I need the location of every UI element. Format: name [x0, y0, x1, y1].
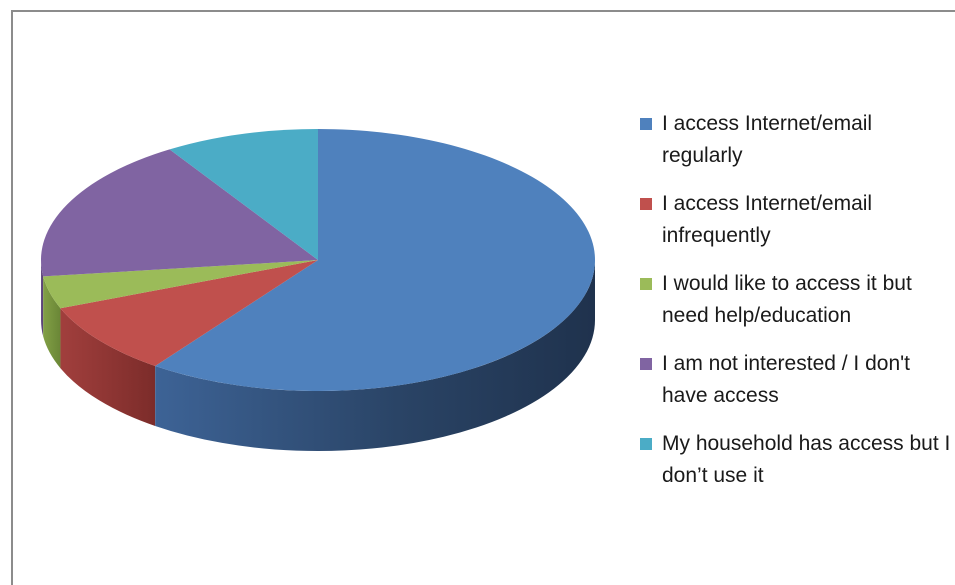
legend-label: I access Internet/email infrequently [662, 192, 873, 247]
legend-label: I access Internet/email regularly [662, 112, 873, 167]
legend-item: I access Internet/email infrequently [640, 188, 950, 268]
legend-item: I would like to access it but need help/… [640, 268, 950, 348]
pie-slice [155, 129, 596, 391]
legend-label: My household has access but I don’t use … [662, 432, 951, 487]
legend-label: I am not interested / I don't have acces… [662, 352, 910, 407]
legend: I access Internet/email regularly I acces… [640, 108, 950, 508]
pie-slice [169, 129, 318, 260]
pie-slice [43, 260, 319, 309]
legend-label: I would like to access it but need help/… [662, 272, 912, 327]
pie-slice-side [155, 260, 595, 451]
legend-item: I access Internet/email regularly [640, 108, 950, 188]
pie-slice-side [60, 308, 156, 426]
legend-swatch [640, 358, 652, 370]
pie-slice-side [41, 260, 44, 337]
legend-item: I am not interested / I don't have acces… [640, 348, 950, 428]
pie-slice-side [43, 276, 61, 369]
pie-slice [40, 149, 319, 277]
legend-swatch [640, 278, 652, 290]
legend-item: My household has access but I don’t use … [640, 428, 950, 508]
legend-swatch [640, 118, 652, 130]
legend-swatch [640, 438, 652, 450]
pie-slice [60, 260, 318, 366]
legend-swatch [640, 198, 652, 210]
